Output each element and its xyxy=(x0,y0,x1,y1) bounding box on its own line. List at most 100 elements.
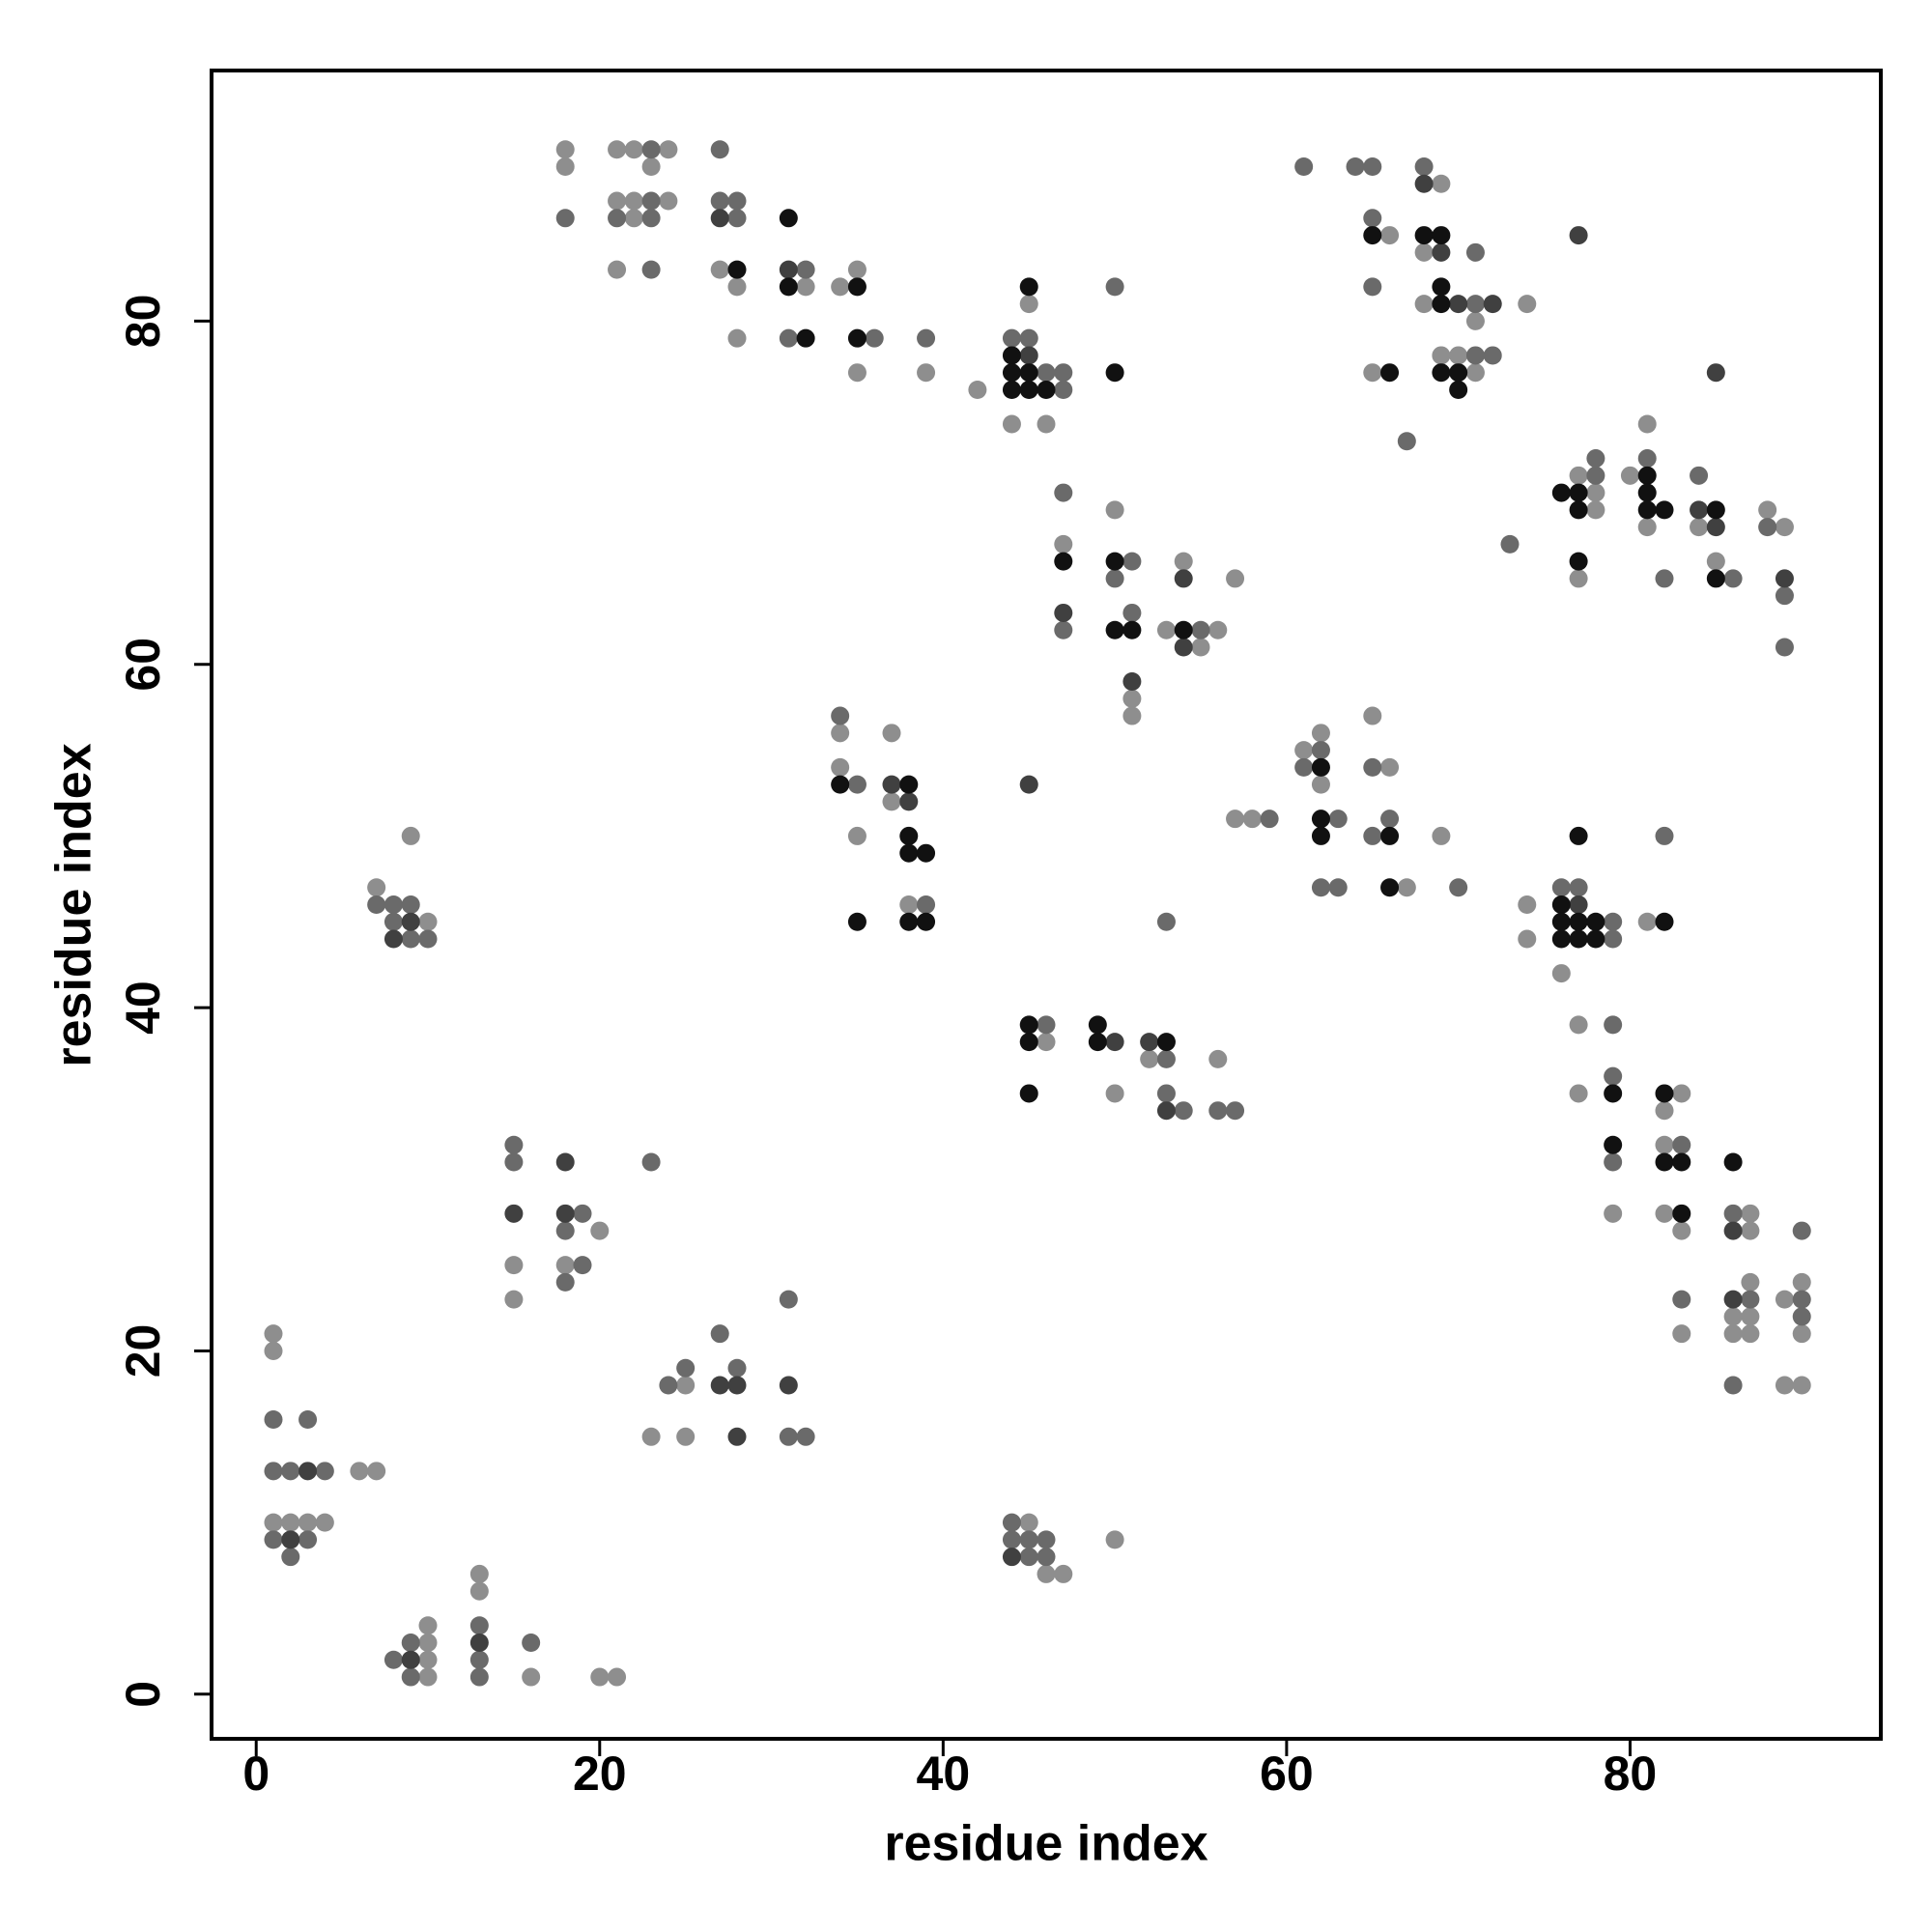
point xyxy=(1775,569,1794,588)
point xyxy=(641,1427,661,1446)
point xyxy=(1037,363,1056,383)
point xyxy=(1586,500,1605,520)
point xyxy=(917,912,936,931)
point xyxy=(1775,638,1794,657)
y-tick-label: 80 xyxy=(116,295,170,349)
point xyxy=(1363,209,1382,228)
point xyxy=(298,1513,318,1532)
point xyxy=(401,929,420,949)
point xyxy=(624,209,643,228)
point xyxy=(1397,878,1416,897)
point xyxy=(676,1376,696,1395)
point xyxy=(555,1272,575,1292)
point xyxy=(641,140,661,159)
point xyxy=(882,792,901,811)
point xyxy=(831,724,850,743)
point xyxy=(1363,363,1382,383)
point xyxy=(1363,156,1382,176)
point xyxy=(1397,432,1416,451)
point xyxy=(779,1376,798,1395)
point xyxy=(1449,363,1468,383)
point xyxy=(899,775,919,794)
point xyxy=(264,1341,283,1360)
point xyxy=(1174,1101,1193,1121)
point xyxy=(899,912,919,931)
point xyxy=(1156,1049,1176,1068)
point xyxy=(641,156,661,176)
point xyxy=(917,843,936,863)
point xyxy=(608,209,627,228)
point xyxy=(1002,1548,1021,1567)
point xyxy=(1191,620,1210,639)
point xyxy=(555,156,575,176)
point xyxy=(1706,500,1725,520)
point xyxy=(624,191,643,211)
point xyxy=(1156,1101,1176,1121)
point xyxy=(1672,1152,1691,1172)
point xyxy=(1311,810,1330,829)
point xyxy=(1019,295,1038,314)
point xyxy=(1551,912,1571,931)
point xyxy=(298,1462,318,1481)
point xyxy=(796,260,815,279)
point xyxy=(1174,569,1193,588)
point xyxy=(1105,363,1124,383)
point xyxy=(1604,1152,1623,1172)
point xyxy=(1019,277,1038,297)
point xyxy=(1156,620,1176,639)
point xyxy=(367,878,386,897)
x-tick-label: 0 xyxy=(242,1747,270,1801)
point xyxy=(710,260,729,279)
point xyxy=(1122,620,1142,639)
point xyxy=(469,1581,489,1601)
point xyxy=(917,328,936,348)
point xyxy=(1105,620,1124,639)
point xyxy=(1037,414,1056,434)
point xyxy=(281,1548,300,1567)
y-tick-label: 60 xyxy=(116,638,170,692)
point xyxy=(264,1530,283,1549)
point xyxy=(1140,1049,1159,1068)
point xyxy=(968,380,987,399)
point xyxy=(1637,518,1657,537)
point xyxy=(1140,1033,1159,1052)
point xyxy=(1672,1221,1691,1240)
point xyxy=(1483,346,1502,365)
point xyxy=(1414,156,1434,176)
plot-frame xyxy=(210,69,1883,1741)
point xyxy=(727,209,747,228)
point xyxy=(401,895,420,914)
point xyxy=(779,260,798,279)
point xyxy=(1037,1548,1056,1567)
point xyxy=(779,1427,798,1446)
point xyxy=(573,1204,592,1223)
point xyxy=(710,1376,729,1395)
point xyxy=(1294,156,1314,176)
point xyxy=(1655,1204,1674,1223)
point xyxy=(1156,912,1176,931)
point xyxy=(1518,895,1537,914)
point xyxy=(1775,1290,1794,1309)
point xyxy=(1569,878,1588,897)
point xyxy=(1672,1324,1691,1344)
point xyxy=(1122,706,1142,725)
point xyxy=(264,1324,283,1344)
point xyxy=(1604,1204,1623,1223)
point xyxy=(1002,1530,1021,1549)
point xyxy=(1449,295,1468,314)
point xyxy=(917,895,936,914)
point xyxy=(1174,620,1193,639)
point xyxy=(1723,1307,1743,1326)
point xyxy=(1551,929,1571,949)
point xyxy=(1792,1307,1811,1326)
point xyxy=(281,1513,300,1532)
point xyxy=(1672,1135,1691,1154)
point xyxy=(555,1256,575,1275)
point xyxy=(1741,1290,1760,1309)
point xyxy=(1569,500,1588,520)
point xyxy=(504,1290,524,1309)
point xyxy=(1346,156,1365,176)
point xyxy=(1156,1084,1176,1103)
point xyxy=(1604,912,1623,931)
